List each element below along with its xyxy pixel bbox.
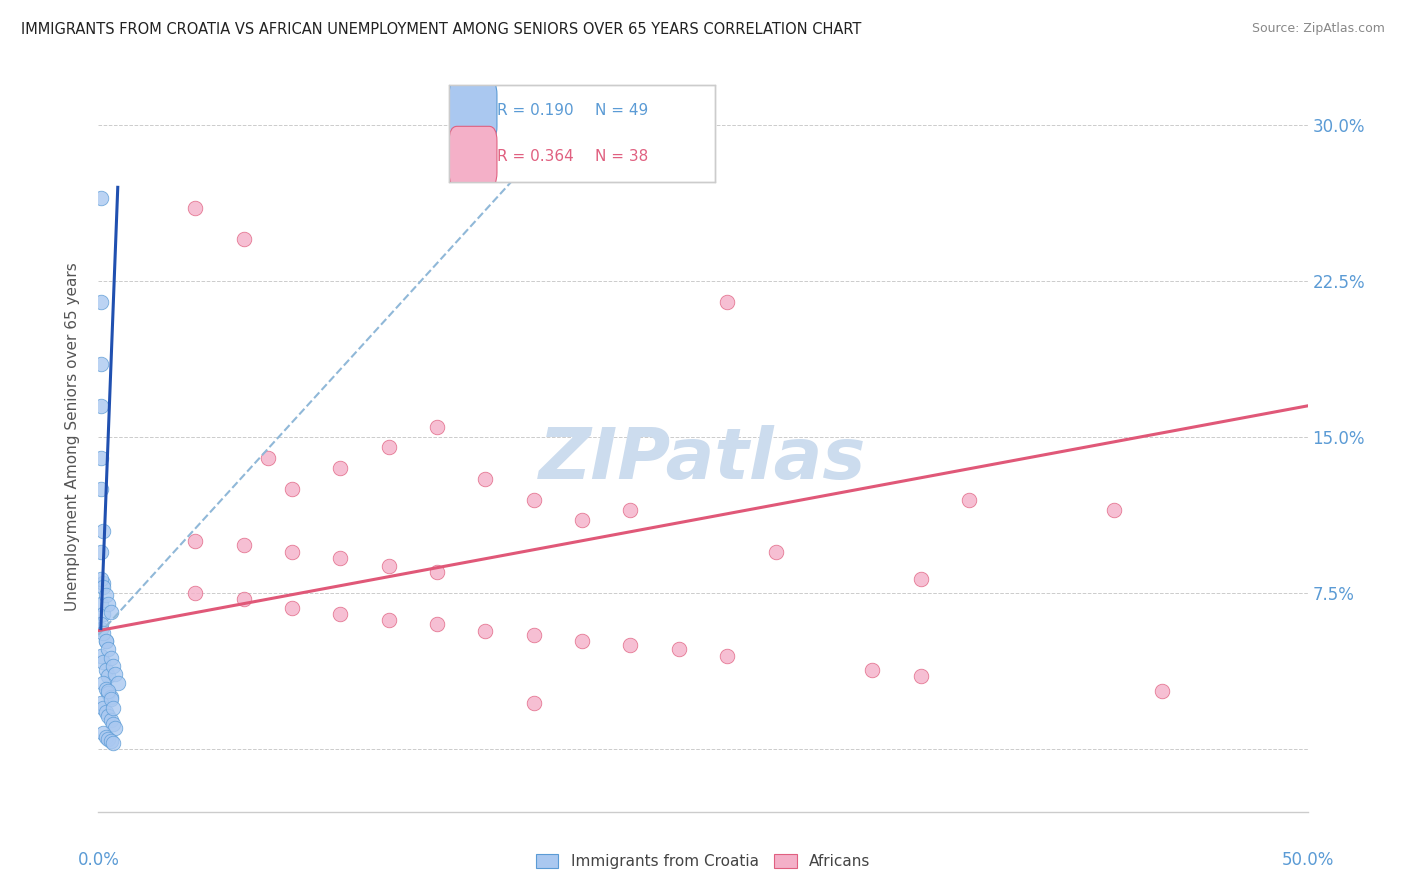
Point: [377, 559, 399, 574]
Point: [716, 294, 738, 309]
Point: [104, 667, 127, 681]
Point: [107, 675, 129, 690]
Point: [94, 634, 117, 648]
Point: [860, 663, 883, 677]
Point: [100, 650, 122, 665]
Point: [571, 513, 593, 527]
Point: [91, 580, 114, 594]
Text: Source: ZipAtlas.com: Source: ZipAtlas.com: [1251, 22, 1385, 36]
Point: [97, 642, 120, 657]
Point: [90, 450, 112, 465]
Point: [97, 669, 120, 683]
Point: [101, 736, 124, 750]
Point: [281, 482, 304, 496]
Point: [91, 524, 114, 538]
Text: ZIPatlas: ZIPatlas: [540, 425, 866, 494]
Point: [910, 572, 932, 586]
Point: [619, 638, 641, 652]
Point: [957, 492, 980, 507]
Point: [90, 622, 112, 636]
Point: [97, 686, 120, 700]
Point: [523, 628, 546, 642]
Point: [100, 605, 122, 619]
Point: [90, 357, 112, 371]
Point: [101, 659, 124, 673]
Point: [101, 700, 124, 714]
Point: [184, 586, 207, 600]
Point: [910, 669, 932, 683]
Point: [90, 697, 112, 711]
Point: [523, 492, 546, 507]
Point: [94, 681, 117, 696]
Point: [523, 697, 546, 711]
Point: [90, 191, 112, 205]
Point: [90, 617, 112, 632]
Point: [100, 713, 122, 727]
Point: [97, 684, 120, 698]
Point: [377, 441, 399, 455]
Point: [101, 717, 124, 731]
Point: [281, 544, 304, 558]
Point: [474, 624, 496, 638]
Point: [426, 419, 449, 434]
Point: [377, 613, 399, 627]
Point: [104, 722, 127, 736]
Point: [329, 550, 352, 565]
Legend: Immigrants from Croatia, Africans: Immigrants from Croatia, Africans: [530, 847, 876, 875]
Point: [232, 592, 254, 607]
Point: [668, 642, 690, 657]
Point: [281, 600, 304, 615]
Point: [94, 634, 117, 648]
Point: [100, 690, 122, 705]
Point: [474, 472, 496, 486]
Point: [100, 692, 122, 706]
Point: [90, 597, 112, 611]
Point: [91, 675, 114, 690]
Point: [329, 607, 352, 621]
Point: [94, 663, 117, 677]
Point: [90, 294, 112, 309]
Point: [716, 648, 738, 663]
Point: [90, 544, 112, 558]
Point: [97, 709, 120, 723]
Point: [329, 461, 352, 475]
Point: [94, 705, 117, 719]
Point: [91, 700, 114, 714]
Point: [90, 648, 112, 663]
Point: [91, 607, 114, 621]
Point: [90, 482, 112, 496]
Point: [426, 566, 449, 580]
Point: [97, 731, 120, 746]
Point: [1152, 684, 1174, 698]
Point: [97, 597, 120, 611]
Point: [426, 617, 449, 632]
Point: [571, 634, 593, 648]
Point: [232, 538, 254, 552]
Point: [765, 544, 787, 558]
Text: 0.0%: 0.0%: [77, 851, 120, 869]
Text: 50.0%: 50.0%: [1281, 851, 1334, 869]
Point: [91, 625, 114, 640]
Point: [100, 734, 122, 748]
Y-axis label: Unemployment Among Seniors over 65 years: Unemployment Among Seniors over 65 years: [65, 263, 80, 611]
Point: [90, 399, 112, 413]
Point: [91, 575, 114, 590]
Point: [232, 232, 254, 246]
Point: [91, 655, 114, 669]
Point: [90, 572, 112, 586]
Point: [184, 201, 207, 215]
Point: [1102, 503, 1125, 517]
Text: IMMIGRANTS FROM CROATIA VS AFRICAN UNEMPLOYMENT AMONG SENIORS OVER 65 YEARS CORR: IMMIGRANTS FROM CROATIA VS AFRICAN UNEMP…: [21, 22, 862, 37]
Point: [619, 503, 641, 517]
Point: [94, 730, 117, 744]
Point: [94, 588, 117, 602]
Point: [184, 534, 207, 549]
Point: [256, 450, 278, 465]
Point: [91, 725, 114, 739]
